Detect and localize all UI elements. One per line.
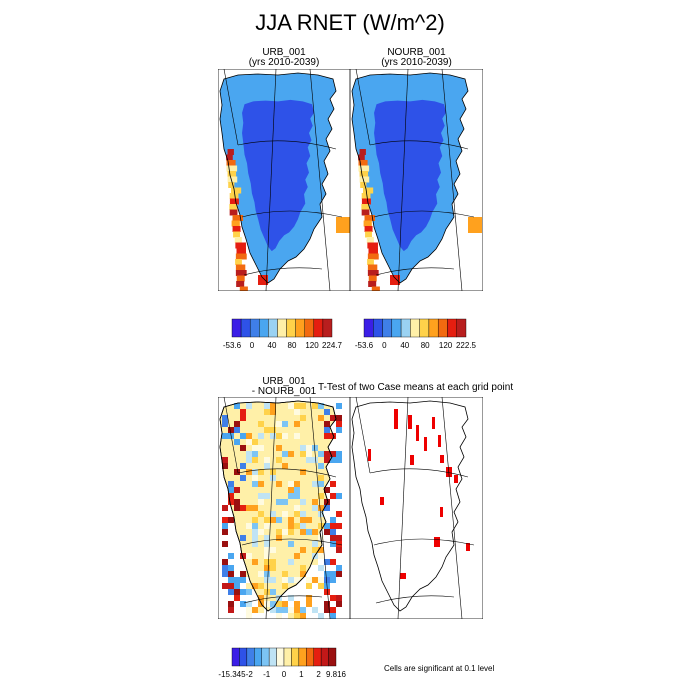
- map-ttest: [350, 397, 483, 619]
- colorbar-diff-swatch: [313, 647, 322, 667]
- colorbar-urb-tick-label: -53.6: [222, 341, 242, 350]
- colorbar-urb-swatch: [286, 318, 296, 338]
- panel-urb-years: (yrs 2010-2039): [248, 57, 320, 68]
- colorbar-nourb-tick-label: 80: [420, 341, 430, 350]
- panel-urb-name: URB_001: [262, 47, 306, 58]
- colorbar-urb-swatch: [268, 318, 278, 338]
- colorbar-urb-swatch: [313, 318, 324, 338]
- map-nourb: [350, 69, 483, 291]
- colorbar-diff-swatch: [306, 647, 314, 667]
- colorbar-diff-swatch: [320, 647, 329, 667]
- colorbar-urb-tick-label: 40: [267, 341, 277, 350]
- colorbar-urb-swatch: [249, 318, 260, 338]
- colorbar-urb-tick-label: 224.7: [321, 341, 343, 350]
- colorbar-urb-swatch: [295, 318, 305, 338]
- colorbar-urb-swatch: [304, 318, 315, 338]
- colorbar-diff-swatch: [328, 647, 337, 667]
- colorbar-diff-tick-label: -2: [245, 670, 253, 679]
- map-diff: [218, 397, 350, 619]
- colorbar-urb-tick-label: 120: [305, 341, 319, 350]
- colorbar-nourb-swatch: [382, 318, 393, 338]
- colorbar-urb-swatch: [322, 318, 333, 338]
- colorbar-nourb-swatch: [456, 318, 467, 338]
- colorbar-diff-tick-label: 1: [299, 670, 304, 679]
- colorbar-nourb-swatch: [410, 318, 420, 338]
- colorbar-urb-swatch: [277, 318, 287, 338]
- panel-nourb-years: (yrs 2010-2039): [381, 57, 452, 68]
- panel-diff-title: URB_001 - NOURB_001: [218, 377, 350, 397]
- colorbar-diff-swatch: [231, 647, 240, 667]
- panel-nourb-title: NOURB_001 (yrs 2010-2039): [350, 48, 483, 68]
- colorbar-urb-swatch: [259, 318, 269, 338]
- colorbar-nourb-tick-label: 222.5: [455, 341, 477, 350]
- colorbar-diff-tick-label: 9.816: [325, 670, 347, 679]
- map-urb: [218, 69, 350, 291]
- colorbar-urb-tick-label: 0: [249, 341, 255, 350]
- significance-note: Cells are significant at 0.1 level: [384, 664, 495, 673]
- colorbar-urb-tick-label: 80: [287, 341, 297, 350]
- colorbar-diff-swatch: [246, 647, 255, 667]
- colorbar-nourb-tick-label: 120: [438, 341, 453, 350]
- colorbar-nourb-tick-label: -53.6: [354, 341, 374, 350]
- panel-urb-title: URB_001 (yrs 2010-2039): [218, 48, 350, 68]
- colorbar-nourb-tick-label: 0: [382, 341, 387, 350]
- colorbar-diff-swatch: [268, 647, 277, 667]
- panel-ttest-title: T-Test of two Case means at each grid po…: [318, 382, 514, 393]
- colorbar-diff-swatch: [276, 647, 285, 667]
- colorbar-nourb-swatch: [363, 318, 374, 338]
- panel-nourb-name: NOURB_001: [387, 47, 446, 58]
- colorbar-urb-swatch: [240, 318, 251, 338]
- colorbar-diff-swatch: [254, 647, 262, 667]
- colorbar-nourb-swatch: [437, 318, 448, 338]
- colorbar-diff-swatch: [298, 647, 307, 667]
- colorbar-nourb-swatch: [428, 318, 439, 338]
- colorbar-nourb-swatch: [419, 318, 430, 338]
- panel-diff-line1: URB_001: [262, 376, 306, 387]
- colorbar-diff-tick-label: -15.345: [218, 670, 246, 679]
- figure-title: JJA RNET (W/m^2): [255, 10, 445, 35]
- colorbar-nourb-swatch: [373, 318, 383, 338]
- colorbar-diff-swatch: [291, 647, 300, 667]
- colorbar-diff-tick-label: 0: [281, 670, 287, 679]
- colorbar-urb-swatch: [231, 318, 242, 338]
- colorbar-diff-tick-label: 2: [316, 670, 321, 679]
- colorbar-nourb-swatch: [400, 318, 411, 338]
- colorbar-diff-swatch: [283, 647, 292, 667]
- colorbar-diff-swatch: [261, 647, 270, 667]
- colorbar-nourb-swatch: [391, 318, 402, 338]
- colorbar-diff-swatch: [239, 647, 248, 667]
- colorbar-nourb-tick-label: 40: [400, 341, 410, 350]
- colorbars: [231, 318, 467, 667]
- colorbar-nourb-swatch: [447, 318, 457, 338]
- panel-diff-line2: - NOURB_001: [251, 386, 317, 397]
- colorbar-diff-tick-label: -1: [263, 670, 271, 679]
